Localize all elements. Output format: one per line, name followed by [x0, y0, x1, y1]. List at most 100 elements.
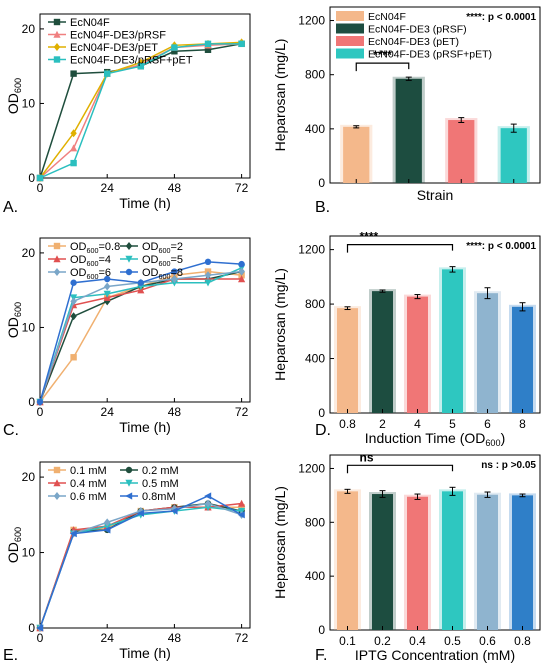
- bar: [448, 120, 475, 183]
- data-point: [104, 70, 111, 77]
- y-tick-label: 0: [318, 176, 325, 190]
- y-axis-label: Heparosan (mg/L): [272, 268, 288, 381]
- x-tick-label: 0.6: [479, 634, 496, 648]
- y-axis-label: Heparosan (mg/L): [272, 486, 288, 599]
- x-tick-label: 0.4: [409, 634, 426, 648]
- x-tick-label: 0.8: [339, 417, 356, 431]
- x-tick-label: 0.2: [374, 634, 391, 648]
- x-tick-label: 6: [484, 417, 491, 431]
- significance-bracket: [346, 464, 454, 474]
- data-point: [69, 530, 77, 538]
- legend-marker: [53, 242, 61, 250]
- data-point: [104, 282, 111, 291]
- plot-frame: [329, 235, 541, 414]
- legend-marker: [53, 268, 61, 276]
- bar: [477, 293, 498, 413]
- legend-label: 0.5 mM: [142, 478, 179, 490]
- y-tick-label: 800: [305, 68, 325, 82]
- x-tick-label: 5: [449, 417, 456, 431]
- legend-label: OD600=8: [142, 267, 183, 281]
- data-point: [104, 275, 111, 283]
- y-tick-label: 0: [318, 623, 325, 637]
- legend-swatch: [336, 11, 364, 21]
- y-tick-label: 20: [22, 470, 36, 484]
- x-tick-label: 4: [414, 417, 421, 431]
- legend-marker: [53, 492, 61, 500]
- legend-marker: [53, 43, 61, 51]
- data-point: [137, 62, 144, 70]
- data-point: [204, 492, 212, 500]
- x-tick-label: 0.1: [339, 634, 356, 648]
- data-point: [103, 290, 111, 298]
- data-point: [70, 312, 77, 321]
- data-point: [204, 504, 212, 512]
- data-point: [238, 504, 245, 511]
- plot-frame: [329, 6, 541, 184]
- data-point: [204, 40, 212, 48]
- y-tick-label: 10: [22, 320, 36, 334]
- y-tick-label: 10: [22, 546, 36, 560]
- data-point: [103, 522, 111, 530]
- series-line-2: [39, 502, 242, 629]
- data-point: [171, 275, 178, 283]
- panel-letter: D.: [315, 422, 331, 439]
- data-point: [204, 271, 212, 280]
- legend-marker: [125, 242, 133, 250]
- data-point: [237, 511, 245, 519]
- data-point: [170, 279, 178, 287]
- data-point: [204, 46, 212, 53]
- legend-label: 0.2 mM: [142, 465, 179, 477]
- y-tick-label: 400: [305, 569, 325, 583]
- y-tick-label: 0: [28, 171, 35, 185]
- x-tick-label: 2: [379, 417, 386, 431]
- x-tick-label: 72: [235, 631, 249, 645]
- bar: [442, 269, 463, 413]
- legend-marker: [125, 466, 133, 474]
- legend-label: OD600=5: [142, 254, 183, 268]
- legend-label: OD600=4: [70, 254, 111, 268]
- plot-frame: [39, 461, 251, 629]
- x-tick-label: 72: [235, 181, 249, 195]
- bar: [372, 291, 393, 413]
- panel-letter: A.: [3, 199, 18, 216]
- x-tick-label: 48: [168, 631, 182, 645]
- line-chart-panel-4: 0 24 48 72 0 10 20 Time (h) OD600 0.1 mM 0.2 mM 0.4…: [5, 461, 251, 661]
- y-tick-label: 10: [22, 96, 36, 110]
- legend-label: 0.4 mM: [70, 478, 107, 490]
- bar-chart-panel-3: 0 400 800 1200 Heparosan (mg/L) 0.8 2 4 5 6 8 Induc…: [272, 230, 541, 448]
- data-point: [137, 507, 144, 516]
- significance-note: ****: p < 0.0001: [466, 12, 536, 23]
- data-point: [36, 624, 44, 632]
- bar: [500, 128, 527, 183]
- plot-frame: [39, 237, 251, 403]
- x-tick-label: 48: [168, 181, 182, 195]
- data-point: [204, 279, 212, 287]
- significance-label: ns: [360, 450, 374, 464]
- legend-label: EcN04F-DE3/pRSF: [70, 30, 166, 42]
- legend-label: OD600=6: [70, 267, 111, 281]
- x-tick-label: 8: [519, 417, 526, 431]
- legend-label: 0.1 mM: [70, 465, 107, 477]
- legend-swatch: [336, 23, 364, 34]
- legend: EcN04FEcN04F-DE3/pRSFEcN04F-DE3/pETEcN04…: [48, 17, 193, 67]
- series-line-4: [39, 502, 242, 629]
- bar: [337, 491, 358, 630]
- x-tick-label: 0.8: [514, 634, 531, 648]
- legend-marker: [53, 56, 61, 63]
- legend-swatch: [336, 36, 364, 46]
- bar: [512, 306, 533, 413]
- legend-label: EcN04F: [70, 17, 110, 29]
- bar: [407, 296, 428, 413]
- x-axis-label: Strain: [417, 187, 454, 203]
- y-tick-label: 800: [305, 297, 325, 311]
- x-tick-label: 0: [37, 405, 44, 419]
- x-tick-label: 24: [101, 631, 115, 645]
- x-tick-label: 24: [101, 181, 115, 195]
- data-point: [238, 275, 246, 283]
- bar-chart-panel-5: 0 400 800 1200 Heparosan (mg/L) 0.1 0.2 0.4 0.5 0…: [272, 450, 541, 663]
- y-tick-label: 0: [28, 621, 35, 635]
- significance-note: ns : p >0.05: [481, 460, 536, 471]
- data-point: [171, 44, 178, 51]
